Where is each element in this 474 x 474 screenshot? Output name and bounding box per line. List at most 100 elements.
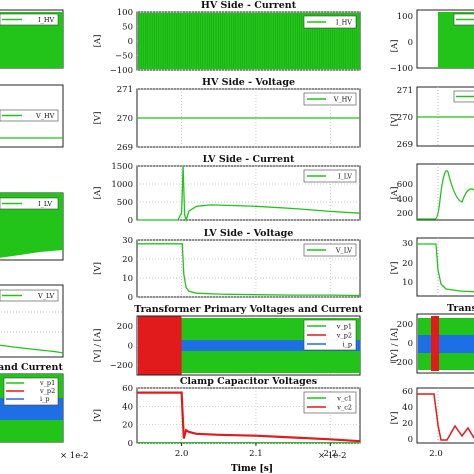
right-p1-ylabel: [A]: [390, 40, 400, 53]
left-plot4-legend-label: V_LV: [37, 292, 54, 300]
lv_current-ytick: 1500: [111, 162, 133, 172]
hv_voltage-legend: [303, 92, 357, 106]
hv_current-ytick: −50: [115, 52, 133, 62]
primary-title: Transformer Primary Voltages and Current: [134, 304, 363, 315]
lv_current-series-I_LV: [137, 165, 361, 223]
left-x-exponent: × 1e-2: [60, 451, 89, 461]
left-plot2-legend: [0, 109, 59, 122]
clamp-title: Clamp Capacitor Voltages: [180, 376, 317, 387]
right-p6-tick: 20: [402, 419, 413, 429]
right-p2-tick: 270: [397, 113, 413, 123]
right-p4-ylabel: [V]: [390, 262, 400, 275]
lv_current-ytick: 500: [117, 198, 133, 208]
left-plot4-legend: [0, 289, 59, 302]
right-p4-tick: 30: [402, 239, 413, 249]
primary-vp2: [138, 316, 182, 375]
clamp-ylabel: [V]: [93, 409, 103, 422]
primary-legend-label: v_p2: [336, 332, 352, 340]
clamp-legend-label: v_c1: [336, 395, 352, 403]
lv_current-legend: [303, 169, 357, 183]
lv_current-ylabel: [A]: [93, 187, 103, 200]
right-plot6-frame: [416, 387, 474, 444]
lv_current-legend-label: I_LV: [338, 173, 352, 181]
clamp-series-v_c2: [137, 391, 361, 443]
left-plot2-legend-label: V_HV: [35, 112, 55, 120]
lv_voltage-legend: [303, 243, 357, 257]
clamp-legend-label: v_c2: [336, 404, 352, 412]
hv_current-legend: [303, 15, 357, 29]
right-p1-tick: 100: [397, 12, 413, 22]
right-x-tick: 2.0: [429, 449, 443, 459]
lv_voltage-ytick: 20: [122, 255, 133, 265]
hv_current-ytick: 50: [122, 23, 133, 33]
right-p6-tick: 60: [402, 387, 413, 397]
right-p6-tick: 0: [408, 435, 413, 445]
primary-ylabel: [V] / [A]: [93, 329, 103, 363]
hv-current-line: [138, 13, 360, 69]
x-tick-label: 2.1: [249, 449, 263, 459]
clamp-ytick: 60: [122, 384, 133, 394]
lv_voltage-title: LV Side - Voltage: [204, 228, 294, 239]
lv_voltage-ytick: 0: [128, 293, 133, 303]
left-plot3-legend: [0, 197, 59, 210]
center-column: HV Side - Current100500−50−100[A]I_HVHV …: [93, 0, 363, 459]
lv_voltage-ytick: 10: [122, 274, 133, 284]
right-p4-tick: 20: [402, 259, 413, 269]
right-p6-tick: 40: [402, 403, 413, 413]
left-column: I_HV V_HV I_LV V_LV and Current v_p1 v_p…: [0, 9, 89, 461]
lv_voltage-series-V_LV: [137, 243, 361, 297]
lv_voltage-legend-label: V_LV: [335, 247, 352, 255]
hv_current-ylabel: [A]: [93, 35, 103, 48]
hv_current-legend-label: I_HV: [336, 19, 352, 27]
left-plot5-legend-1: v_p1: [39, 379, 55, 387]
primary-ytick: 0: [128, 342, 133, 352]
hv_current-ytick: −100: [110, 66, 133, 76]
right-p1-tick: −100: [390, 64, 413, 74]
right-p5-tick: 0: [408, 339, 413, 349]
hv_voltage-ytick: 269: [117, 143, 133, 153]
right-p5-tick: 200: [397, 320, 413, 330]
right-column: 100 0 −100 [A] 271 270 269 [V] 600 400 2…: [390, 9, 474, 459]
hv_voltage-legend-label: V_HV: [333, 96, 353, 104]
lv_current-title: LV Side - Current: [203, 154, 295, 165]
clamp-ytick: 20: [122, 421, 133, 431]
x-tick-label: 2.0: [175, 449, 189, 459]
hv_current-ytick: 0: [128, 37, 133, 47]
primary-ytick: 200: [117, 322, 133, 332]
right-plot3-frame: [416, 163, 474, 221]
right-p6-ylabel: [V]: [390, 412, 400, 425]
lv_current-ytick: 0: [128, 216, 133, 226]
hv_current-ytick: 100: [117, 8, 133, 18]
right-p1-tick: 0: [408, 38, 413, 48]
right-p2-tick: 271: [397, 86, 413, 96]
right-p2-tick: 269: [397, 140, 413, 150]
left-plot5-legend-3: i_p: [40, 395, 50, 403]
right-plot4-frame: [416, 237, 474, 297]
clamp-ytick: 40: [122, 402, 133, 412]
right-p3-tick: 600: [397, 180, 413, 190]
hv_voltage-ytick: 271: [117, 85, 133, 95]
x-tick-label: 2.2: [324, 449, 338, 459]
left-plot5-legend-2: v_p2: [39, 387, 55, 395]
right-p3-tick: 200: [397, 209, 413, 219]
right-partial-title: Transf: [447, 303, 474, 314]
hv_voltage-title: HV Side - Voltage: [202, 77, 295, 88]
hv_voltage-ytick: 270: [117, 114, 133, 124]
hv_current-title: HV Side - Current: [201, 0, 297, 11]
primary-ip: [138, 340, 360, 351]
lv_voltage-ytick: 30: [122, 236, 133, 246]
left-plot3-legend-label: I_LV: [38, 200, 52, 208]
primary-legend-label: v_p1: [336, 323, 352, 331]
right-p4-tick: 10: [402, 278, 413, 288]
center-x-exponent: × 1e-2: [318, 451, 347, 461]
primary-legend-label: i_p: [343, 341, 353, 349]
right-p2-ylabel: [V]: [390, 114, 400, 127]
right-p5-tick: −200: [390, 358, 413, 368]
hv_voltage-ylabel: [V]: [93, 112, 103, 125]
left-partial-title: and Current: [0, 362, 63, 373]
right-p5-ylabel: [V] / [A]: [390, 328, 400, 362]
left-plot1-legend-label: I_HV: [38, 16, 54, 24]
lv_voltage-ylabel: [V]: [93, 262, 103, 275]
x-axis-label: Time [s]: [231, 464, 273, 474]
